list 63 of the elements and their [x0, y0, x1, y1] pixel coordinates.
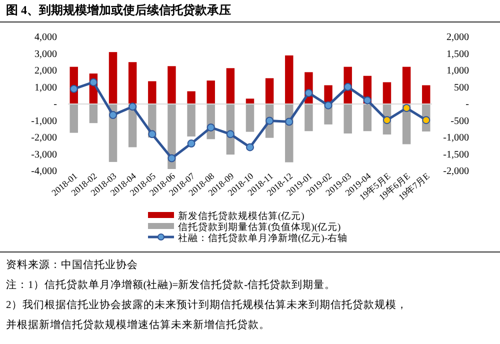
bar: [226, 68, 235, 104]
y-tick-label: -: [54, 99, 57, 110]
y2-tick-label: 1,000: [446, 66, 469, 77]
legend-label: 社融：信托贷款单月净新增(亿元)-右轴: [178, 232, 348, 244]
bar: [89, 104, 98, 124]
text: 资料来源：中国信托业协会: [6, 258, 138, 271]
bar: [382, 82, 392, 104]
y-tick-label: -1,000: [31, 116, 57, 127]
point: [89, 78, 98, 86]
bar: [422, 85, 430, 104]
y-tick-label: 2,000: [34, 66, 57, 77]
point: [148, 130, 156, 138]
bar: [265, 78, 274, 104]
bar: [187, 104, 196, 136]
y2-tick-label: -2,000: [443, 166, 469, 178]
point: [285, 118, 294, 126]
y-tick-label: 4,000: [34, 32, 57, 44]
bar: [206, 80, 215, 104]
y2-tick-label: -500: [450, 116, 469, 127]
point: [187, 140, 196, 148]
bar: [363, 104, 372, 132]
point: [226, 130, 234, 138]
bar: [344, 104, 352, 134]
legend-label: 新发信托贷款规模估算(亿元): [178, 210, 304, 222]
point: [70, 84, 78, 93]
y2-tick-label: 1,500: [446, 48, 469, 60]
point: [246, 143, 254, 152]
y2-tick-label: 2,000: [446, 32, 469, 44]
chart-title: 图 4、到期规模增加或使后续信托贷款承压: [6, 3, 231, 17]
point: [402, 104, 411, 112]
point: [304, 88, 313, 97]
point: [324, 101, 332, 110]
text: 注：1）信托贷款单月净增额(社融)=新发信托贷款-信托贷款到期量。: [6, 278, 336, 291]
bar: [246, 98, 254, 104]
legend-label: 信托贷款到期量估算(负值体现)(亿元): [178, 221, 341, 233]
y2-tick-label: -1,000: [443, 132, 469, 144]
bar: [108, 52, 118, 104]
y-tick-label: 1,000: [34, 82, 57, 94]
y-tick-label: -4,000: [31, 166, 57, 178]
text: 并根据新增信托贷款规模增速估算未来新增信托贷款。: [6, 318, 270, 331]
bar: [187, 91, 196, 104]
point: [109, 111, 118, 120]
y-tick-label: -3,000: [31, 149, 57, 160]
bar: [246, 104, 254, 132]
bar: [148, 81, 156, 104]
y-tick-label: 3,000: [34, 48, 57, 60]
point: [128, 102, 137, 111]
bar: [304, 104, 313, 132]
y2-tick-label: -: [466, 99, 469, 110]
y2-tick-label: 500: [454, 82, 469, 94]
bar: [285, 55, 294, 104]
y-tick-label: -2,000: [31, 132, 57, 144]
bar: [70, 104, 78, 133]
point: [363, 96, 372, 104]
point: [422, 116, 430, 124]
bar: [402, 66, 411, 104]
point: [344, 82, 352, 91]
y2-tick-label: -1,500: [443, 149, 469, 160]
bar: [128, 62, 137, 104]
point: [168, 154, 176, 162]
text: 2）我们根据信托业协会披露的未来预计到期信托规模估算未来到期信托贷款规模，: [6, 298, 408, 311]
point: [206, 123, 215, 132]
bar: [168, 66, 176, 104]
